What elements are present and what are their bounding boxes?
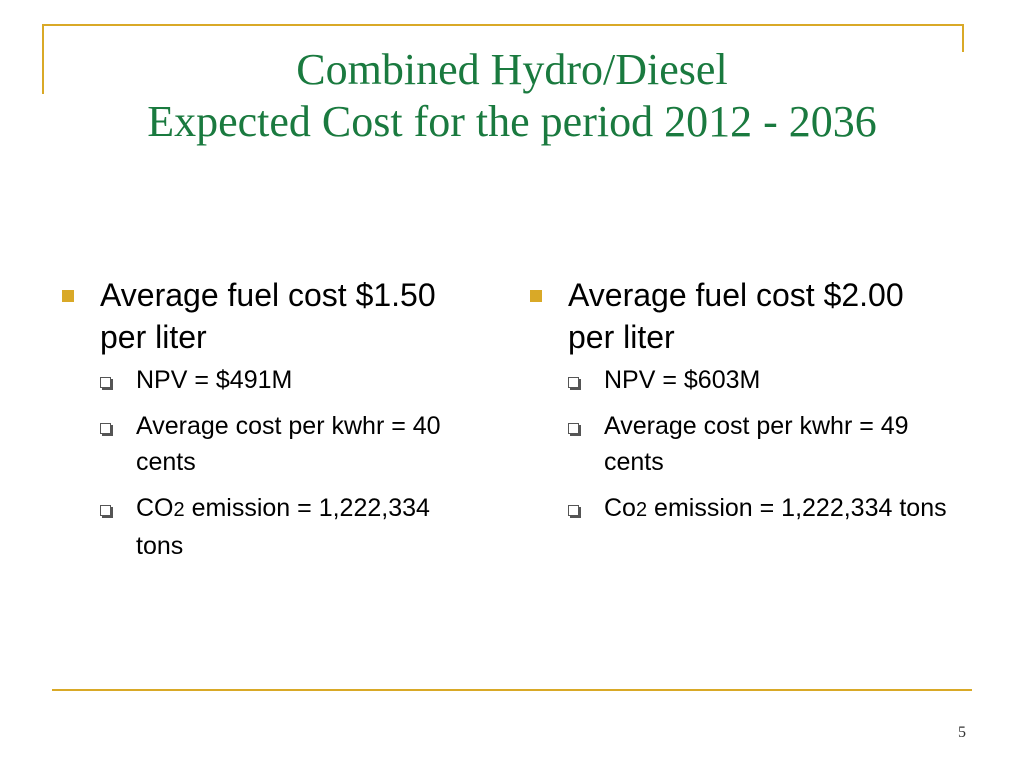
sub-bullet-text: Average cost per kwhr = 40 cents: [136, 412, 441, 476]
main-bullet-item: Average fuel cost $1.50 per liter: [62, 274, 482, 358]
hollow-square-bullet-icon: [100, 377, 111, 388]
page-number: 5: [958, 724, 966, 741]
hollow-square-bullet-icon: [100, 423, 111, 434]
sub-bullet-text: NPV = $491M: [136, 366, 293, 394]
title-line-2: Expected Cost for the period 2012 - 2036: [147, 97, 877, 146]
title-line-1: Combined Hydro/Diesel: [296, 45, 728, 94]
hollow-square-bullet-icon: [568, 377, 579, 388]
main-bullet-item: Average fuel cost $2.00 per liter: [530, 274, 950, 358]
hollow-square-bullet-icon: [100, 505, 111, 516]
emission-subscript: 2: [173, 499, 185, 521]
sub-bullet-text: NPV = $603M: [604, 366, 761, 394]
sub-bullet-list: NPV = $603M Average cost per kwhr = 49 c…: [530, 362, 950, 528]
frame-top-rule: [42, 24, 964, 26]
frame-left-rule: [42, 24, 44, 94]
sub-bullet-item: CO2 emission = 1,222,334 tons: [62, 490, 482, 564]
sub-bullet-text: Average cost per kwhr = 49 cents: [604, 412, 909, 476]
main-bullet-text: Average fuel cost $2.00 per liter: [568, 277, 904, 355]
sub-bullet-item: Co2 emission = 1,222,334 tons: [530, 490, 950, 528]
emission-subscript: 2: [635, 499, 648, 521]
emission-suffix: emission = 1,222,334 tons: [647, 494, 947, 522]
emission-prefix: Co: [604, 494, 636, 522]
frame-right-rule: [962, 24, 964, 52]
sub-bullet-item: NPV = $603M: [530, 362, 950, 398]
sub-bullet-list: NPV = $491M Average cost per kwhr = 40 c…: [62, 362, 482, 564]
hollow-square-bullet-icon: [568, 505, 579, 516]
square-bullet-icon: [530, 290, 542, 302]
emission-prefix: CO: [136, 494, 174, 522]
sub-bullet-item: NPV = $491M: [62, 362, 482, 398]
sub-bullet-item: Average cost per kwhr = 49 cents: [530, 408, 950, 480]
footer-rule: [52, 689, 972, 691]
sub-bullet-item: Average cost per kwhr = 40 cents: [62, 408, 482, 480]
slide-title: Combined Hydro/Diesel Expected Cost for …: [0, 44, 1024, 148]
left-column: Average fuel cost $1.50 per liter NPV = …: [62, 274, 482, 574]
main-bullet-text: Average fuel cost $1.50 per liter: [100, 277, 436, 355]
right-column: Average fuel cost $2.00 per liter NPV = …: [530, 274, 950, 538]
emission-suffix: emission = 1,222,334 tons: [136, 494, 430, 560]
hollow-square-bullet-icon: [568, 423, 579, 434]
square-bullet-icon: [62, 290, 74, 302]
